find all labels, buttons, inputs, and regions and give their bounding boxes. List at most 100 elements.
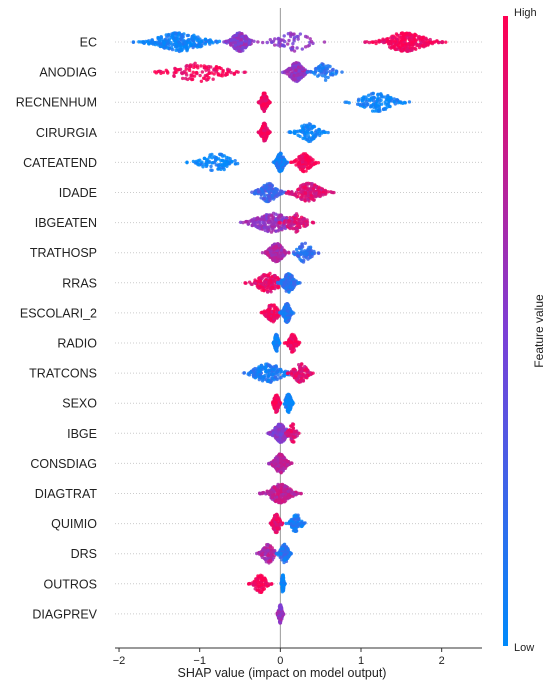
shap-point xyxy=(244,70,247,73)
shap-point xyxy=(294,61,297,64)
shap-point xyxy=(295,344,298,347)
shap-point xyxy=(380,94,383,97)
shap-point xyxy=(260,132,263,135)
shap-point xyxy=(276,43,279,46)
shap-point xyxy=(287,251,290,254)
shap-point xyxy=(298,226,301,229)
shap-point xyxy=(214,40,217,43)
shap-point xyxy=(295,216,298,219)
shap-point xyxy=(152,42,155,45)
shap-point xyxy=(363,40,366,43)
shap-point xyxy=(340,70,343,73)
shap-point xyxy=(303,365,306,368)
feature-row-points xyxy=(250,182,335,204)
shap-point xyxy=(301,158,304,161)
shap-point xyxy=(296,77,299,80)
shap-point xyxy=(281,163,284,166)
shap-point xyxy=(273,43,276,46)
shap-point xyxy=(295,74,298,77)
shap-point xyxy=(288,67,291,70)
shap-point xyxy=(400,48,403,51)
shap-point xyxy=(286,395,289,398)
shap-point xyxy=(291,192,294,195)
shap-point xyxy=(285,401,288,404)
shap-point xyxy=(295,378,298,381)
shap-point xyxy=(237,49,240,52)
shap-point xyxy=(297,281,300,284)
shap-point xyxy=(248,280,251,283)
shap-point xyxy=(267,225,270,228)
shap-point xyxy=(370,92,373,95)
shap-point xyxy=(388,105,391,108)
shap-point xyxy=(281,483,284,486)
shap-point xyxy=(302,152,305,155)
shap-point xyxy=(201,70,204,73)
shap-point xyxy=(272,367,275,370)
shap-point xyxy=(229,42,232,45)
shap-point xyxy=(210,169,213,172)
shap-point xyxy=(142,41,145,44)
shap-point xyxy=(132,41,135,44)
shap-point xyxy=(201,165,204,168)
feature-gridlines xyxy=(115,42,482,614)
shap-point xyxy=(287,341,290,344)
shap-point xyxy=(299,246,302,249)
shap-point xyxy=(257,190,260,193)
shap-point xyxy=(187,39,190,42)
shap-point xyxy=(146,40,149,43)
shap-point xyxy=(213,161,216,164)
shap-point xyxy=(274,462,277,465)
shap-point xyxy=(292,32,295,35)
shap-point xyxy=(292,368,295,371)
shap-point xyxy=(276,281,279,284)
shap-point xyxy=(176,37,179,40)
shap-point xyxy=(283,281,286,284)
shap-point xyxy=(294,430,297,433)
shap-point xyxy=(288,286,291,289)
shap-point xyxy=(220,153,223,156)
shap-point xyxy=(179,37,182,40)
shap-point xyxy=(300,189,303,192)
shap-point xyxy=(175,32,178,35)
shap-point xyxy=(264,363,267,366)
shap-point xyxy=(236,37,239,40)
shap-point xyxy=(280,156,283,159)
shap-point xyxy=(267,305,270,308)
shap-point xyxy=(196,163,199,166)
shap-point xyxy=(262,222,265,225)
shap-point xyxy=(289,224,292,227)
shap-point xyxy=(312,125,315,128)
feature-row-points xyxy=(260,302,296,324)
shap-point xyxy=(192,42,195,45)
shap-point xyxy=(209,65,212,68)
shap-point xyxy=(282,489,285,492)
shap-point xyxy=(244,220,247,223)
shap-point xyxy=(236,70,239,73)
shap-point xyxy=(275,158,278,161)
shap-point xyxy=(200,80,203,83)
shap-point xyxy=(279,433,282,436)
shap-point xyxy=(193,62,196,65)
shap-point xyxy=(298,341,301,344)
shap-point xyxy=(261,251,264,254)
shap-point xyxy=(292,440,295,443)
shap-point xyxy=(303,249,306,252)
shap-point xyxy=(286,460,289,463)
shap-point xyxy=(183,41,186,44)
shap-point xyxy=(265,136,268,139)
shap-point xyxy=(299,380,302,383)
shap-point xyxy=(279,471,282,474)
shap-point xyxy=(299,492,302,495)
shap-point xyxy=(360,103,363,106)
shap-point xyxy=(265,490,268,493)
shap-point xyxy=(309,70,312,73)
shap-point xyxy=(267,363,270,366)
shap-point xyxy=(224,160,227,163)
shap-point xyxy=(252,40,255,43)
shap-point xyxy=(364,95,367,98)
shap-point xyxy=(420,44,423,47)
shap-point xyxy=(282,467,285,470)
shap-point xyxy=(408,100,411,103)
shap-point xyxy=(306,138,309,141)
shap-point xyxy=(284,312,287,315)
